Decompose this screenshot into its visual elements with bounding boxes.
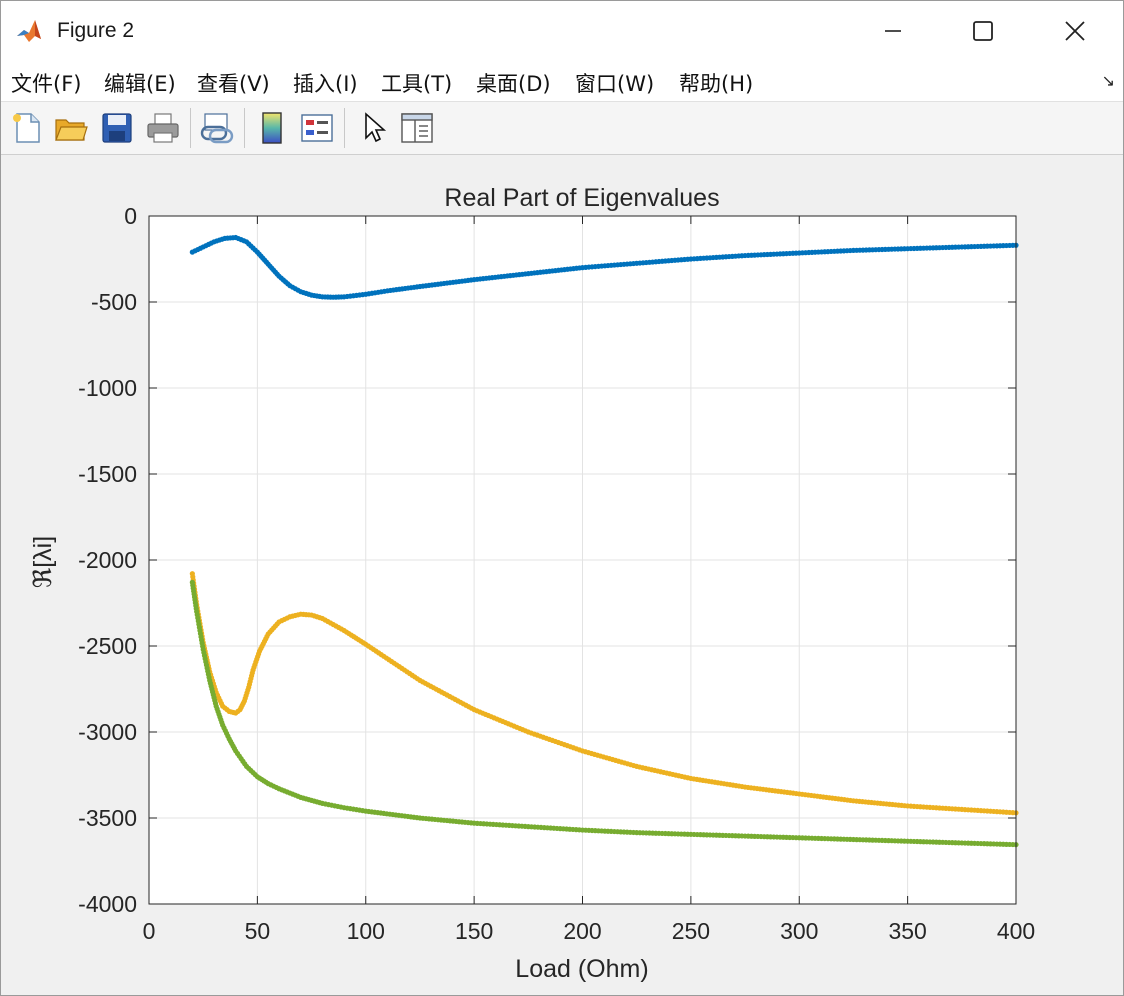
link-plot-icon[interactable] <box>199 110 235 146</box>
x-tick-label: 100 <box>347 918 385 944</box>
matlab-icon <box>15 17 43 45</box>
close-button[interactable] <box>1045 11 1105 51</box>
maximize-icon <box>973 21 993 41</box>
legend-icon[interactable] <box>299 110 335 146</box>
save-icon[interactable] <box>99 110 135 146</box>
menu-insert[interactable]: 插入(I) <box>293 72 358 96</box>
y-tick-label: -2000 <box>78 547 137 573</box>
y-tick-label: 0 <box>124 203 137 229</box>
toolbar-separator <box>190 108 191 148</box>
property-editor-icon[interactable] <box>399 110 435 146</box>
close-icon <box>1065 21 1085 41</box>
x-tick-label: 300 <box>780 918 818 944</box>
menu-window[interactable]: 窗口(W) <box>575 72 655 96</box>
y-tick-label: -3500 <box>78 805 137 831</box>
new-figure-icon[interactable] <box>9 110 45 146</box>
y-tick-label: -1000 <box>78 375 137 401</box>
data-series <box>189 234 1019 848</box>
y-tick-label: -3000 <box>78 719 137 745</box>
axis-ticks: 0 50 100 150 200 250 300 350 400 0 -500 -1000 -1500 -… <box>78 203 1035 944</box>
menu-help[interactable]: 帮助(H) <box>679 72 754 96</box>
toolbar-separator <box>344 108 345 148</box>
series-3 <box>189 579 1019 848</box>
menu-desktop[interactable]: 桌面(D) <box>476 72 551 96</box>
y-tick-label: -500 <box>91 289 137 315</box>
grid-lines <box>149 216 1016 904</box>
menu-file[interactable]: 文件(F) <box>11 72 82 96</box>
open-file-icon[interactable] <box>53 110 89 146</box>
title-bar[interactable]: Figure 2 <box>1 1 1123 61</box>
figure-toolbar <box>1 102 1123 155</box>
x-tick-label: 250 <box>672 918 710 944</box>
chart-title: Real Part of Eigenvalues <box>444 184 719 212</box>
menu-tools[interactable]: 工具(T) <box>381 72 453 96</box>
y-tick-label: -2500 <box>78 633 137 659</box>
dock-arrow-icon[interactable]: ↘ <box>1101 73 1115 90</box>
chart[interactable]: 0 50 100 150 200 250 300 350 400 0 -500 -1000 -1500 -… <box>1 155 1123 995</box>
x-tick-label: 50 <box>245 918 271 944</box>
x-tick-label: 0 <box>143 918 156 944</box>
x-tick-label: 150 <box>455 918 493 944</box>
x-tick-label: 350 <box>888 918 926 944</box>
window-title: Figure 2 <box>57 19 135 42</box>
x-tick-label: 400 <box>997 918 1035 944</box>
y-axis-label: ℜ[λi] <box>29 536 57 588</box>
x-axis-label: Load (Ohm) <box>515 955 648 983</box>
maximize-button[interactable] <box>953 11 1013 51</box>
y-tick-label: -4000 <box>78 891 137 917</box>
pointer-icon[interactable] <box>356 110 392 146</box>
colorbar-icon[interactable] <box>254 110 290 146</box>
x-tick-label: 200 <box>563 918 601 944</box>
print-icon[interactable] <box>145 110 181 146</box>
menu-bar: 文件(F) 编辑(E) 查看(V) 插入(I) 工具(T) 桌面(D) 窗口(W… <box>1 61 1123 102</box>
series-1 <box>189 234 1019 300</box>
y-tick-label: -1500 <box>78 461 137 487</box>
menu-view[interactable]: 查看(V) <box>197 72 270 96</box>
menu-edit[interactable]: 编辑(E) <box>104 72 176 96</box>
minimize-icon <box>885 30 901 32</box>
figure-canvas: 0 50 100 150 200 250 300 350 400 0 -500 -1000 -1500 -… <box>1 155 1123 995</box>
minimize-button[interactable] <box>863 11 923 51</box>
toolbar-separator <box>244 108 245 148</box>
